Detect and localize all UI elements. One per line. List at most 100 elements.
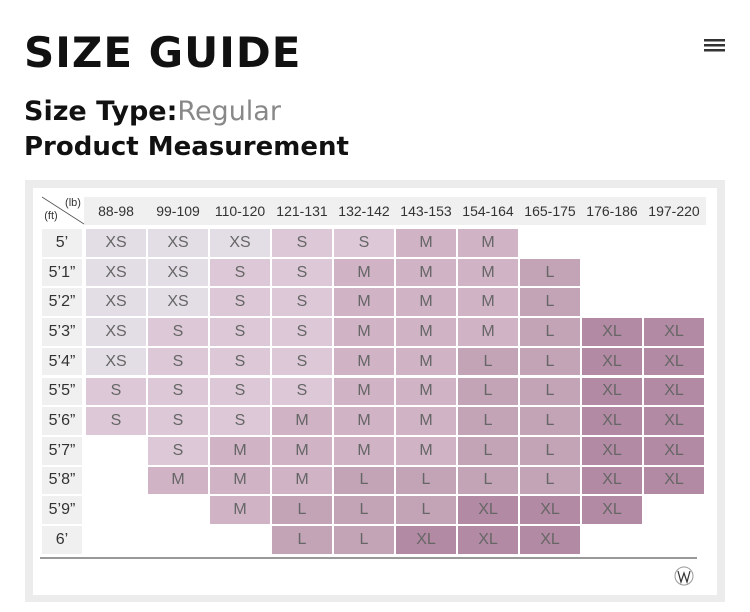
size-cell: M xyxy=(396,318,456,346)
size-cell: S xyxy=(272,377,332,406)
size-cell: XL xyxy=(644,377,704,406)
size-cell: M xyxy=(334,377,394,406)
size-cell: L xyxy=(272,496,332,524)
size-cell: M xyxy=(272,407,332,435)
size-cell: XL xyxy=(644,347,704,376)
size-cell: S xyxy=(272,347,332,376)
size-cell: L xyxy=(334,496,394,524)
size-cell: XL xyxy=(644,407,704,435)
height-label: 5’5” xyxy=(42,377,82,406)
size-cell: M xyxy=(334,347,394,376)
size-cell: S xyxy=(272,288,332,317)
height-label: 5’1” xyxy=(42,258,82,287)
weight-header: 132-142 xyxy=(334,197,394,225)
size-cell: M xyxy=(334,318,394,346)
size-cell: XL xyxy=(520,496,580,524)
size-cell: L xyxy=(520,258,580,287)
size-cell: M xyxy=(396,436,456,465)
height-label: 5’8” xyxy=(42,466,82,495)
size-cell: XL xyxy=(582,436,642,465)
size-cell: M xyxy=(396,407,456,435)
size-cell: M xyxy=(458,258,518,287)
weight-header: 176-186 xyxy=(582,197,642,225)
size-cell: XL xyxy=(582,496,642,524)
weight-header: 165-175 xyxy=(520,197,580,225)
size-type-value: Regular xyxy=(177,96,281,127)
size-cell: L xyxy=(458,407,518,435)
size-cell: M xyxy=(334,288,394,317)
size-cell: XL xyxy=(458,496,518,524)
size-cell: M xyxy=(210,466,270,495)
height-label: 5’7” xyxy=(42,436,82,465)
size-cell: S xyxy=(210,377,270,406)
size-cell: XS xyxy=(148,229,208,257)
size-cell: S xyxy=(148,436,208,465)
size-cell: XS xyxy=(86,258,146,287)
size-cell: L xyxy=(334,526,394,554)
size-cell: XL xyxy=(582,466,642,495)
corner-weight-unit: (lb) xyxy=(65,197,81,209)
size-cell: M xyxy=(458,229,518,257)
size-cell: M xyxy=(396,288,456,317)
size-cell: L xyxy=(396,496,456,524)
size-cell: L xyxy=(272,526,332,554)
size-cell: M xyxy=(210,436,270,465)
size-cell: L xyxy=(458,436,518,465)
size-cell: M xyxy=(334,436,394,465)
size-cell: L xyxy=(520,377,580,406)
size-cell: M xyxy=(396,377,456,406)
size-cell: S xyxy=(272,229,332,257)
size-cell: XL xyxy=(582,407,642,435)
size-cell: S xyxy=(148,407,208,435)
weight-header: 143-153 xyxy=(396,197,456,225)
size-cell: M xyxy=(210,496,270,524)
size-cell: XS xyxy=(210,229,270,257)
height-label: 5’3” xyxy=(42,318,82,346)
size-cell: XL xyxy=(396,526,456,554)
height-label: 5’9” xyxy=(42,496,82,524)
size-cell: M xyxy=(148,466,208,495)
size-cell: S xyxy=(148,377,208,406)
size-cell: L xyxy=(520,318,580,346)
size-cell: M xyxy=(272,466,332,495)
size-cell: S xyxy=(210,318,270,346)
size-cell: L xyxy=(458,347,518,376)
size-cell: XS xyxy=(86,347,146,376)
size-cell: S xyxy=(210,258,270,287)
weight-header: 121-131 xyxy=(272,197,332,225)
height-label: 5’ xyxy=(42,229,82,257)
height-label: 6’ xyxy=(42,526,82,554)
size-cell: M xyxy=(334,407,394,435)
size-cell: M xyxy=(272,436,332,465)
menu-icon[interactable] xyxy=(704,38,726,54)
size-cell: XL xyxy=(582,318,642,346)
size-cell: S xyxy=(86,407,146,435)
size-cell: XL xyxy=(644,466,704,495)
size-cell: M xyxy=(396,229,456,257)
height-label: 5’4” xyxy=(42,347,82,376)
size-cell: S xyxy=(272,258,332,287)
corner-height-unit: (ft) xyxy=(44,210,58,222)
size-cell: L xyxy=(334,466,394,495)
size-type: Size Type:Regular xyxy=(24,96,281,127)
size-cell: XS xyxy=(86,288,146,317)
size-cell: L xyxy=(520,436,580,465)
size-cell: S xyxy=(334,229,394,257)
size-cell: XL xyxy=(582,377,642,406)
size-cell: XS xyxy=(148,258,208,287)
subtitle: Product Measurement xyxy=(24,132,349,162)
page-title: SIZE GUIDE xyxy=(24,28,302,77)
size-cell: XS xyxy=(86,318,146,346)
size-cell: L xyxy=(520,466,580,495)
size-cell: M xyxy=(396,258,456,287)
size-cell: M xyxy=(458,318,518,346)
size-type-label: Size Type: xyxy=(24,96,178,127)
weight-header: 99-109 xyxy=(148,197,208,225)
size-cell: XL xyxy=(644,436,704,465)
size-cell: M xyxy=(458,288,518,317)
weight-header: 88-98 xyxy=(86,197,146,225)
size-cell: S xyxy=(210,407,270,435)
size-cell: L xyxy=(458,466,518,495)
height-label: 5’6” xyxy=(42,407,82,435)
